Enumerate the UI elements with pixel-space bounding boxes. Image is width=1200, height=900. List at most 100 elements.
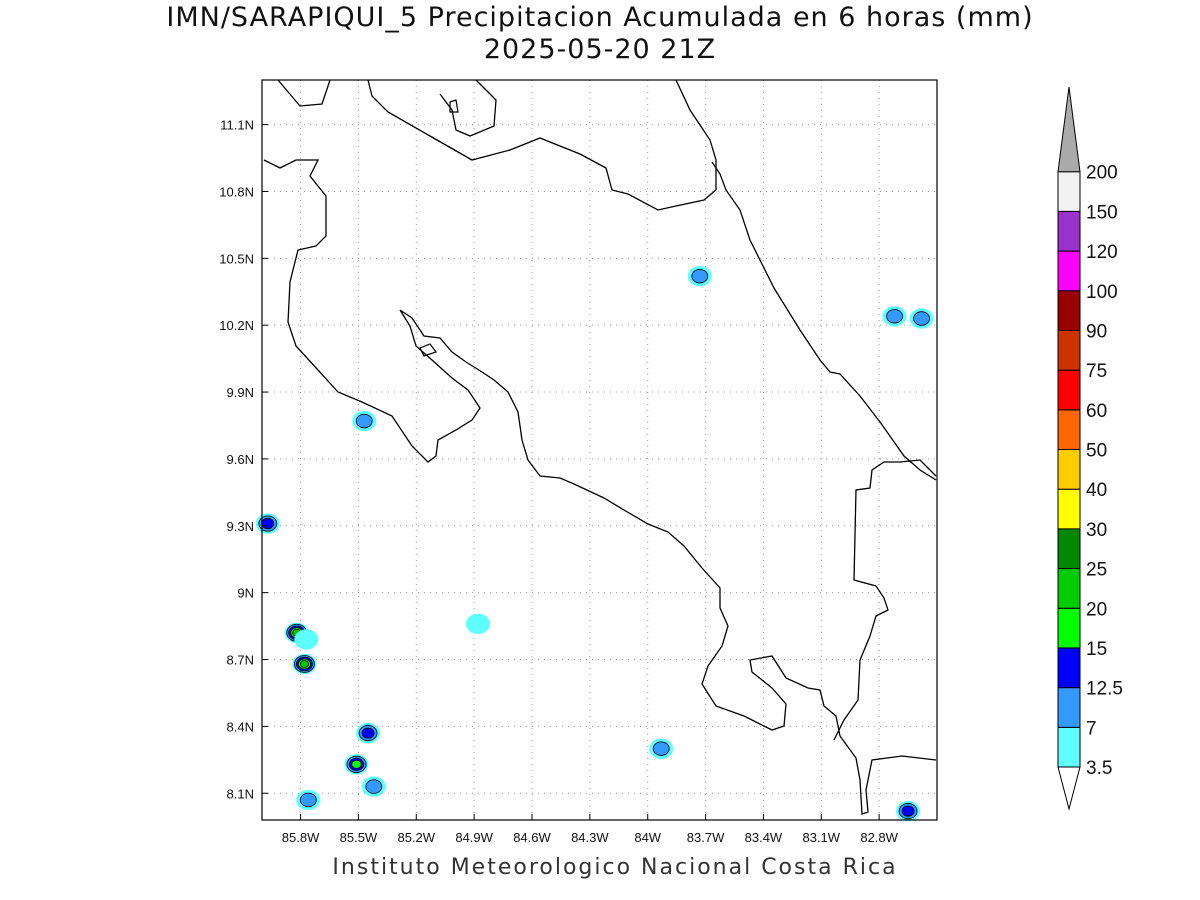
legend-label: 100: [1086, 282, 1118, 303]
legend-label: 25: [1086, 560, 1107, 581]
precip-cell: [896, 800, 921, 822]
credit-text: Instituto Meteorologico Nacional Costa R…: [332, 855, 898, 880]
legend-swatch: [1057, 647, 1081, 689]
legend-label: 12.5: [1086, 679, 1123, 700]
legend-swatch: [1057, 488, 1081, 530]
precip-cell: [361, 776, 386, 797]
map-frame: [261, 79, 938, 821]
legend-swatch: [1057, 210, 1081, 252]
legend-label: 150: [1086, 202, 1118, 223]
lon-tick-label: 85.8W: [282, 830, 320, 845]
lat-tick-label: 8.7N: [227, 653, 254, 668]
legend-swatch: [1057, 171, 1081, 212]
lon-tick-label: 83.7W: [687, 830, 725, 845]
precip-level-7: [299, 792, 317, 808]
chart-subtitle: 2025-05-20 21Z: [483, 34, 717, 65]
border-panama: [833, 459, 937, 741]
coastline-north-lake: [367, 79, 717, 211]
precip-cell: [294, 629, 319, 650]
legend-swatch: [1057, 329, 1081, 371]
coastline-pacific: [263, 159, 937, 815]
lon-tick-label: 83.4W: [745, 830, 783, 845]
legend-swatch: [1057, 528, 1081, 570]
legend-label: 120: [1086, 242, 1118, 263]
legend-label: 20: [1086, 599, 1107, 620]
precip-level-7: [355, 413, 373, 429]
precip-level-3.5: [294, 629, 319, 650]
precip-level-3.5: [466, 613, 490, 635]
coastline: [263, 79, 937, 815]
lon-tick-label: 84W: [634, 830, 661, 845]
legend-label: 60: [1086, 401, 1107, 422]
legend-swatch: [1057, 409, 1081, 450]
precip-cell: [687, 265, 712, 287]
chart-title: IMN/SARAPIQUI_5 Precipitacion Acumulada …: [166, 2, 1034, 33]
precip-cells: [255, 265, 934, 822]
lat-tick-label: 9.6N: [227, 452, 254, 467]
lat-tick-label: 10.5N: [219, 251, 254, 266]
legend-label: 75: [1086, 361, 1107, 382]
precip-level-7: [652, 741, 670, 756]
lat-tick-label: 9N: [237, 586, 254, 601]
lon-tick-label: 83.1W: [802, 830, 840, 845]
lon-tick-label: 84.6W: [513, 830, 551, 845]
lat-tick-label: 10.8N: [219, 184, 254, 199]
coastline-north: [277, 79, 331, 107]
precip-level-12.5: [901, 805, 915, 817]
legend-swatch: [1057, 726, 1081, 768]
precip-level-7: [913, 311, 930, 326]
legend-swatch: [1057, 290, 1081, 331]
legend-swatch: [1057, 607, 1081, 649]
legend-label: 200: [1086, 163, 1118, 184]
lon-tick-label: 84.3W: [571, 830, 609, 845]
legend-swatch: [1057, 687, 1081, 728]
lon-tick-label: 85.2W: [397, 830, 435, 845]
lat-tick-label: 10.2N: [219, 318, 254, 333]
legend-label: 50: [1086, 441, 1107, 462]
island: [449, 99, 459, 113]
legend-label: 15: [1086, 639, 1107, 660]
legend-label: 40: [1086, 480, 1107, 501]
precip-cell: [909, 308, 934, 329]
axis-ticks: 85.8W 85.5W 85.2W 84.9W 84.6W 84.3W 84W 83.7W 83…: [219, 118, 898, 845]
legend-arrow-below: [1057, 766, 1081, 811]
precip-level-7: [691, 268, 709, 284]
lat-tick-label: 11.1N: [220, 118, 254, 133]
lon-tick-label: 85.5W: [340, 830, 378, 845]
lat-tick-label: 8.1N: [227, 786, 254, 801]
precip-level-20: [300, 660, 309, 668]
precip-cell: [352, 410, 377, 432]
lake-shore-ne: [439, 79, 497, 137]
lat-tick-label: 9.9N: [227, 385, 254, 400]
precip-level-7: [365, 779, 383, 794]
precip-cell: [466, 613, 490, 635]
precip-cell: [344, 754, 369, 775]
precip-level-12.5: [361, 727, 375, 739]
precip-cell: [292, 653, 317, 675]
legend-label: 90: [1086, 321, 1107, 342]
legend-label: 7: [1086, 718, 1097, 739]
legend-label: 30: [1086, 520, 1107, 541]
legend-label: 3.5: [1086, 758, 1112, 779]
coastline-caribbean: [711, 161, 937, 481]
map-grid: [262, 80, 937, 820]
precip-cell: [882, 306, 907, 327]
legend-swatch: [1057, 449, 1081, 490]
legend-swatch: [1057, 568, 1081, 609]
lon-tick-label: 82.8W: [860, 830, 898, 845]
legend-swatch: [1057, 369, 1081, 411]
lat-tick-label: 9.3N: [227, 519, 254, 534]
precip-cell: [649, 738, 674, 759]
precip-level-15: [351, 759, 362, 769]
legend-arrow-above: [1057, 86, 1081, 173]
lon-tick-label: 84.9W: [455, 830, 493, 845]
island: [419, 343, 437, 357]
legend-swatch: [1057, 250, 1081, 292]
precip-level-7: [886, 309, 903, 324]
precip-cell: [356, 722, 381, 744]
precip-cell: [255, 513, 280, 534]
lat-tick-label: 8.4N: [227, 719, 254, 734]
precip-level-12.5: [261, 518, 275, 530]
precip-cell: [296, 789, 321, 811]
